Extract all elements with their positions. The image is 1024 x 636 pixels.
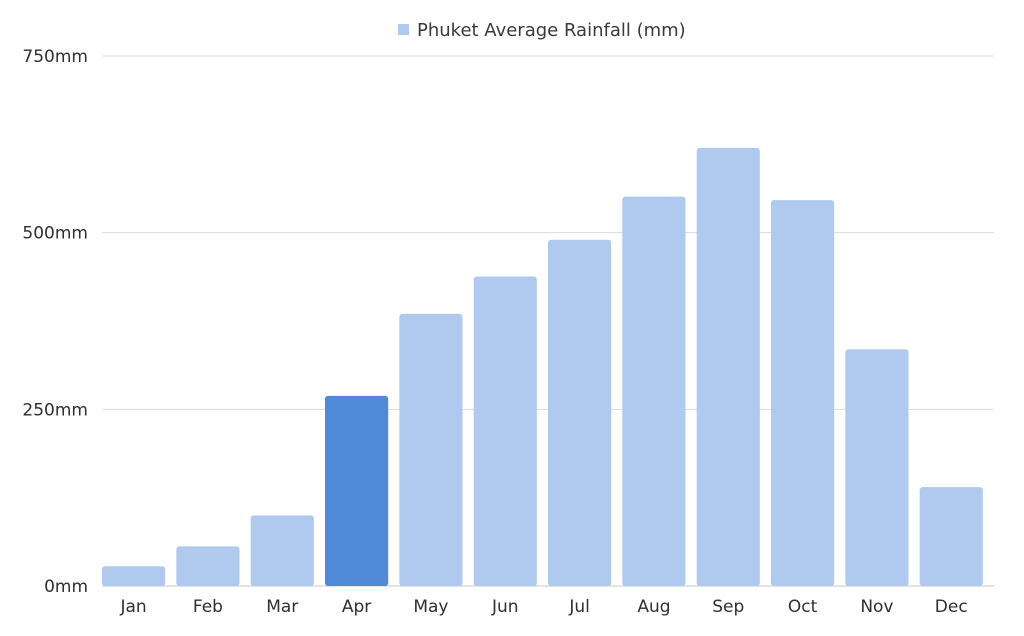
- bar-jul: [548, 239, 612, 587]
- bar-oct: [771, 200, 835, 586]
- x-tick-label-jul: Jul: [568, 597, 590, 617]
- bar-jan: [102, 566, 166, 586]
- x-tick-label-nov: Nov: [860, 597, 893, 617]
- x-axis: Jan Feb Mar Apr May Jun Jul Aug Sep Oct Nov Dec: [119, 597, 967, 617]
- bar-nov: [845, 349, 909, 586]
- bar-dec: [919, 487, 983, 586]
- y-tick-label: 500mm: [22, 224, 88, 244]
- chart-legend: Phuket Average Rainfall (mm): [398, 20, 686, 41]
- x-tick-label-mar: Mar: [266, 597, 298, 617]
- bar-sep: [696, 147, 760, 586]
- x-tick-label-may: May: [413, 597, 448, 617]
- x-tick-label-feb: Feb: [193, 597, 223, 617]
- y-axis: 0mm 250mm 500mm 750mm: [22, 47, 88, 597]
- x-tick-label-aug: Aug: [637, 597, 670, 617]
- bar-may: [399, 313, 463, 586]
- bar-jun: [473, 276, 537, 586]
- bars: [102, 147, 983, 587]
- bar-apr: [325, 395, 389, 586]
- x-tick-label-jan: Jan: [119, 597, 146, 617]
- x-tick-label-sep: Sep: [712, 597, 744, 617]
- bar-feb: [176, 546, 240, 586]
- x-tick-label-dec: Dec: [935, 597, 968, 617]
- legend-label: Phuket Average Rainfall (mm): [417, 20, 686, 41]
- y-tick-label: 750mm: [22, 47, 88, 67]
- bar-aug: [622, 196, 686, 586]
- x-tick-label-apr: Apr: [342, 597, 371, 617]
- y-tick-label: 250mm: [22, 400, 88, 420]
- x-tick-label-jun: Jun: [491, 597, 519, 617]
- legend-swatch: [398, 24, 409, 35]
- x-tick-label-oct: Oct: [788, 597, 818, 617]
- bar-mar: [250, 515, 314, 586]
- y-tick-label: 0mm: [44, 577, 88, 597]
